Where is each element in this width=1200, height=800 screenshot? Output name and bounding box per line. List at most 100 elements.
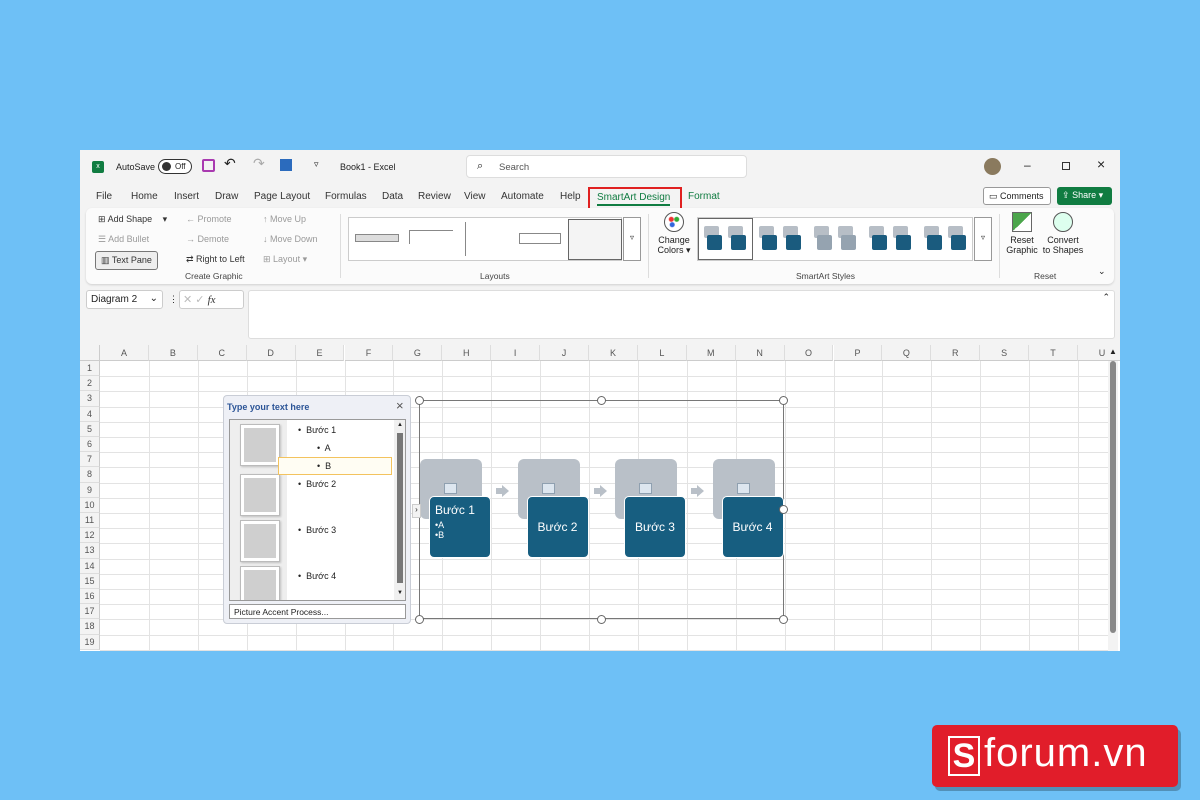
- restore-icon[interactable]: [1062, 162, 1070, 170]
- layout-option-1[interactable]: [355, 234, 399, 242]
- resize-handle[interactable]: [597, 396, 606, 405]
- resize-handle[interactable]: [415, 615, 424, 624]
- save-icon[interactable]: [202, 159, 215, 172]
- column-header[interactable]: O: [784, 345, 834, 361]
- formula-input[interactable]: ⌃: [248, 290, 1115, 339]
- close-icon[interactable]: ×: [1097, 156, 1106, 172]
- resize-handle[interactable]: [779, 505, 788, 514]
- style-option[interactable]: [814, 218, 864, 260]
- step-box[interactable]: Bước 3: [624, 496, 686, 558]
- tab-draw[interactable]: Draw: [215, 191, 239, 202]
- promote-button[interactable]: ← Promote: [186, 214, 232, 224]
- row-header[interactable]: 2: [80, 376, 100, 392]
- add-shape-button[interactable]: ⊞ Add Shape ▾: [98, 214, 168, 224]
- resize-handle[interactable]: [779, 396, 788, 405]
- reset-graphic-button[interactable]: Reset Graphic: [1004, 212, 1040, 255]
- step-box[interactable]: Bước 4: [721, 496, 784, 558]
- move-up-button[interactable]: ↑ Move Up: [263, 214, 307, 224]
- tab-insert[interactable]: Insert: [174, 191, 200, 202]
- row-header[interactable]: 19: [80, 634, 100, 650]
- row-header[interactable]: 3: [80, 391, 100, 407]
- row-header[interactable]: 11: [80, 513, 100, 529]
- tab-review[interactable]: Review: [418, 191, 451, 202]
- scrollbar-thumb[interactable]: [397, 433, 403, 583]
- column-header[interactable]: F: [344, 345, 394, 361]
- row-header[interactable]: 8: [80, 467, 100, 483]
- text-item[interactable]: • Bước 3: [298, 525, 337, 535]
- column-header[interactable]: L: [637, 345, 687, 361]
- style-option-1-selected[interactable]: [698, 218, 753, 260]
- styles-more-button[interactable]: ▿: [974, 217, 992, 261]
- text-item[interactable]: • B: [317, 461, 332, 471]
- scrollbar-thumb[interactable]: [1110, 361, 1116, 633]
- text-pane-button[interactable]: ▥ Text Pane: [95, 251, 158, 270]
- row-header[interactable]: 14: [80, 558, 100, 574]
- resize-handle[interactable]: [415, 396, 424, 405]
- picture-placeholder[interactable]: [240, 566, 280, 600]
- collapse-ribbon-icon[interactable]: ⌄: [1098, 266, 1106, 276]
- autosave-toggle[interactable]: Off: [158, 159, 192, 174]
- select-all-button[interactable]: [80, 345, 100, 361]
- name-box[interactable]: Diagram 2 ⌄: [86, 290, 163, 309]
- text-pane-toggle[interactable]: ›: [412, 504, 421, 518]
- vertical-scrollbar[interactable]: ▲: [1108, 347, 1118, 651]
- table-icon[interactable]: [280, 159, 292, 171]
- row-header[interactable]: 5: [80, 421, 100, 437]
- customize-icon[interactable]: ▿: [314, 159, 319, 169]
- tab-format[interactable]: Format: [688, 191, 720, 202]
- row-header[interactable]: 15: [80, 573, 100, 589]
- text-item[interactable]: • Bước 4: [298, 571, 337, 581]
- row-header[interactable]: 12: [80, 528, 100, 544]
- style-option[interactable]: [924, 218, 974, 260]
- comments-button[interactable]: ▭ Comments: [983, 187, 1051, 205]
- column-header[interactable]: H: [442, 345, 492, 361]
- layout-button[interactable]: ⊞ Layout ▾: [263, 254, 308, 264]
- layout-option-2[interactable]: [409, 230, 453, 244]
- step-box[interactable]: Bước 1 •A •B: [429, 496, 491, 558]
- tab-automate[interactable]: Automate: [501, 191, 544, 202]
- style-option[interactable]: [759, 218, 809, 260]
- column-header[interactable]: B: [148, 345, 198, 361]
- text-pane-list[interactable]: • Bước 1 • A • B • Bước 2 • Bước 3 • Bướ…: [229, 419, 406, 601]
- scroll-up-icon[interactable]: ▲: [1109, 347, 1117, 356]
- enter-icon[interactable]: ✓: [195, 294, 205, 306]
- expand-icon[interactable]: ⌃: [1102, 292, 1110, 302]
- search-box[interactable]: ⌕ Search: [466, 155, 747, 178]
- row-header[interactable]: 6: [80, 437, 100, 453]
- column-header[interactable]: E: [295, 345, 345, 361]
- row-header[interactable]: 13: [80, 543, 100, 559]
- text-item[interactable]: • Bước 1: [298, 425, 337, 435]
- column-header[interactable]: D: [246, 345, 296, 361]
- column-header[interactable]: S: [980, 345, 1030, 361]
- tab-file[interactable]: File: [96, 191, 113, 202]
- add-bullet-button[interactable]: ☰ Add Bullet: [98, 234, 149, 245]
- row-header[interactable]: 4: [80, 406, 100, 422]
- tab-page-layout[interactable]: Page Layout: [254, 191, 311, 202]
- column-header[interactable]: G: [393, 345, 443, 361]
- row-header[interactable]: 10: [80, 497, 100, 513]
- column-header[interactable]: Q: [882, 345, 932, 361]
- tab-view[interactable]: View: [464, 191, 486, 202]
- column-header[interactable]: T: [1029, 345, 1078, 361]
- step-box[interactable]: Bước 2: [526, 496, 589, 558]
- insert-function-button[interactable]: fx: [207, 294, 216, 306]
- undo-icon[interactable]: ↶: [224, 155, 236, 171]
- smartart-frame[interactable]: Bước 1 •A •B Bước 2 Bước 3 Bước 4 ›: [412, 400, 784, 619]
- row-header[interactable]: 16: [80, 589, 100, 605]
- resize-handle[interactable]: [779, 615, 788, 624]
- style-option[interactable]: [704, 218, 754, 260]
- column-header[interactable]: P: [833, 345, 883, 361]
- layout-option-5-selected[interactable]: [568, 219, 622, 260]
- share-button[interactable]: ⇪ Share ▾: [1057, 187, 1112, 205]
- layout-option-3[interactable]: [465, 222, 497, 256]
- minimize-icon[interactable]: –: [1024, 158, 1031, 172]
- tab-formulas[interactable]: Formulas: [325, 191, 367, 202]
- text-item[interactable]: • A: [317, 443, 331, 453]
- column-header[interactable]: C: [197, 345, 247, 361]
- row-header[interactable]: 9: [80, 482, 100, 498]
- worksheet-grid[interactable]: 19 18 17 16 15 14 13 12 11 10 9 8 7 6 5 4 3 2 1 U T S R Q P O N M L K…: [80, 345, 1120, 651]
- column-header[interactable]: N: [735, 345, 785, 361]
- tab-home[interactable]: Home: [131, 191, 158, 202]
- tab-help[interactable]: Help: [560, 191, 581, 202]
- cancel-icon[interactable]: ✕: [183, 294, 193, 306]
